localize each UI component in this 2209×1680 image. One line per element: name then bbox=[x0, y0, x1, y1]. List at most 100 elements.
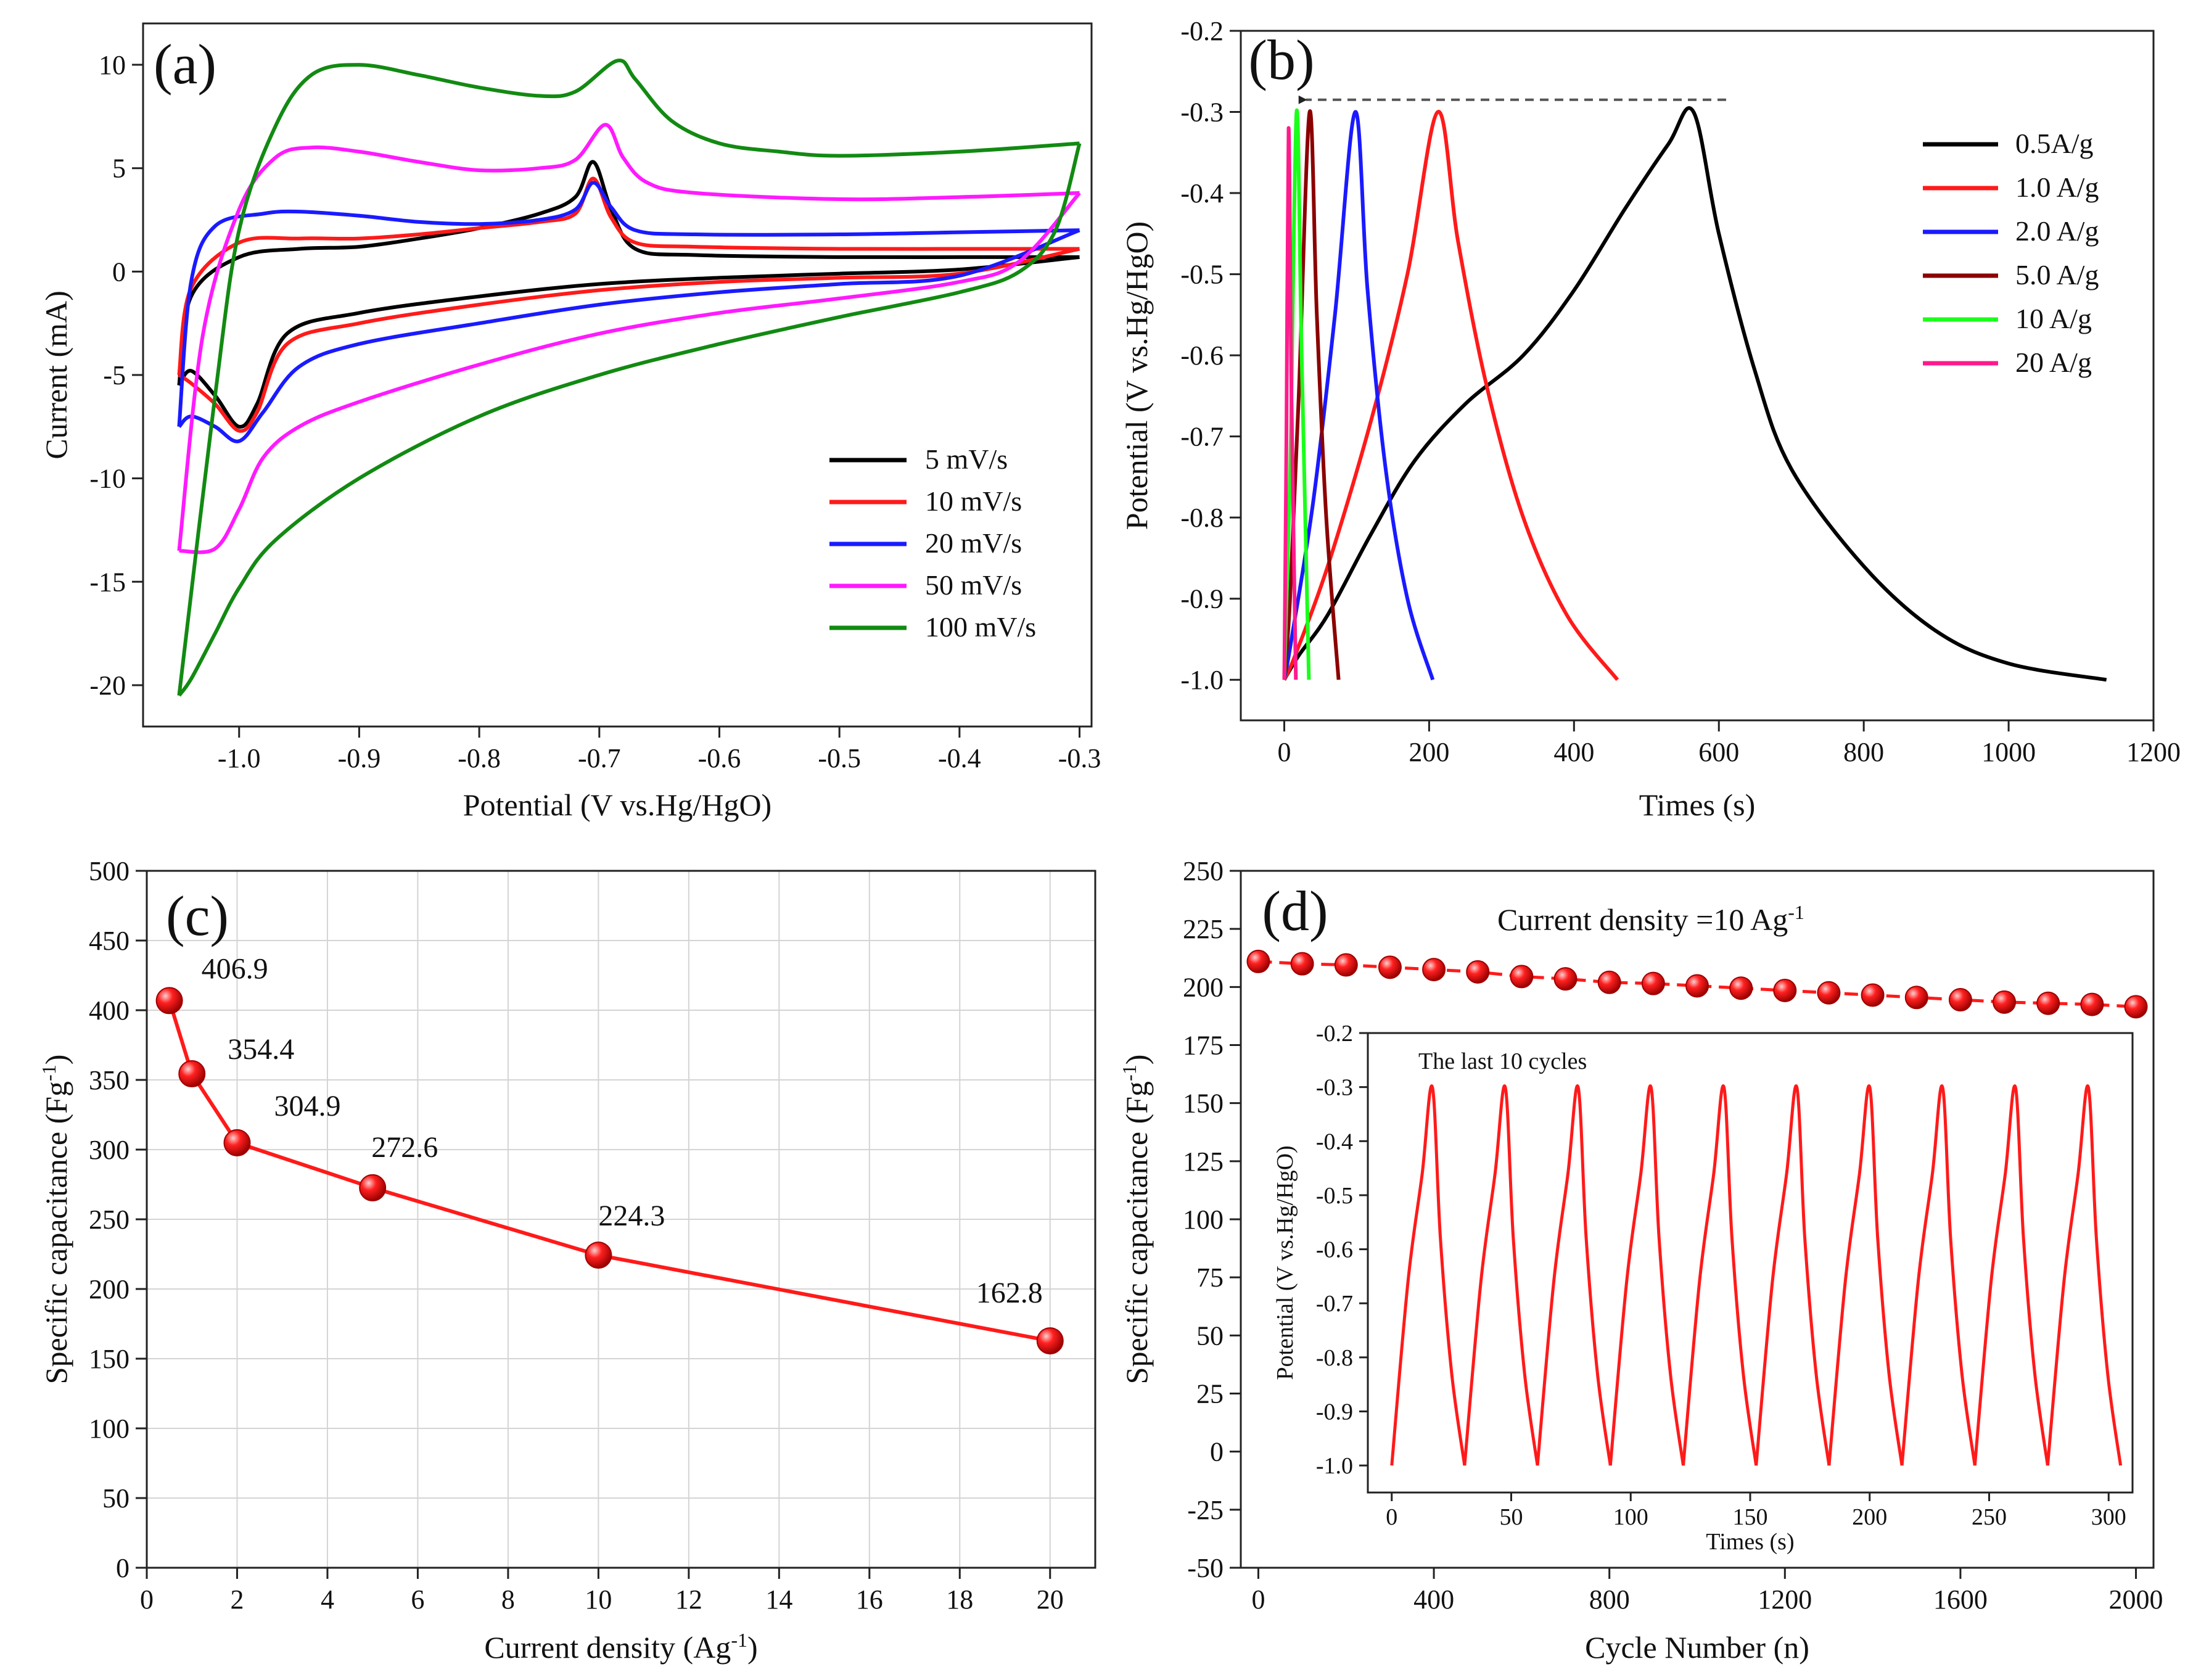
y-axis-label: Potential (V vs.Hg/HgO) bbox=[1119, 221, 1154, 530]
x-tick-label: -0.4 bbox=[938, 743, 981, 773]
inset-cycle-1 bbox=[1463, 1084, 1539, 1466]
data-point bbox=[1904, 986, 1928, 1010]
x-tick-label: -0.5 bbox=[818, 743, 861, 773]
legend-label: 20 mV/s bbox=[925, 527, 1022, 559]
inset-cycle-6 bbox=[1827, 1084, 1904, 1466]
y-tick-label: 200 bbox=[89, 1274, 130, 1304]
x-tick-label: -1.0 bbox=[218, 743, 261, 773]
x-tick-label: -0.7 bbox=[578, 743, 621, 773]
series-2-forward-scan bbox=[177, 181, 1080, 427]
data-point bbox=[1993, 990, 2017, 1014]
inset-y-tick-label: -0.4 bbox=[1316, 1129, 1353, 1155]
series-5-curve bbox=[1282, 126, 1298, 680]
x-tick-label: 6 bbox=[411, 1584, 424, 1615]
legend-label: 1.0 A/g bbox=[2015, 171, 2099, 203]
data-point bbox=[359, 1174, 387, 1201]
y-tick-label: 250 bbox=[1183, 856, 1224, 886]
x-tick-label: 20 bbox=[1037, 1584, 1064, 1615]
panel-c: 0 2 4 6 8 10 12 14 16 18 2005010015020025030035040… bbox=[38, 856, 1096, 1665]
data-label: 162.8 bbox=[976, 1277, 1043, 1309]
y-tick-label: -15 bbox=[89, 567, 126, 597]
y-tick-label: 125 bbox=[1183, 1147, 1224, 1177]
inset-title: The last 10 cycles bbox=[1418, 1048, 1587, 1074]
data-point bbox=[155, 987, 183, 1015]
y-tick-label: 0 bbox=[112, 257, 126, 287]
y-tick-label: -0.9 bbox=[1180, 584, 1224, 614]
inset-cycle-7 bbox=[1900, 1084, 1977, 1466]
data-point bbox=[1290, 952, 1314, 976]
inset-x-tick-label: 300 bbox=[2091, 1504, 2126, 1530]
x-tick-label: -0.6 bbox=[698, 743, 741, 773]
series-3-reverse-scan bbox=[179, 191, 1081, 554]
y-tick-label: 150 bbox=[89, 1344, 130, 1374]
y-tick-label: 500 bbox=[89, 856, 130, 886]
inset-cycle-4 bbox=[1682, 1084, 1758, 1466]
series-2-reverse-scan bbox=[178, 228, 1080, 443]
x-tick-label: 800 bbox=[1589, 1584, 1630, 1615]
plot-frame bbox=[1240, 30, 2155, 722]
data-point bbox=[223, 1129, 251, 1156]
y-tick-label: 150 bbox=[1183, 1089, 1224, 1119]
legend-label: 10 mV/s bbox=[925, 485, 1022, 517]
x-axis-label: Times (s) bbox=[1639, 788, 1755, 822]
inset-x-tick-label: 100 bbox=[1613, 1504, 1648, 1530]
x-tick-label: 10 bbox=[585, 1584, 612, 1615]
y-tick-label: 100 bbox=[89, 1414, 130, 1444]
y-tick-label: -50 bbox=[1187, 1553, 1224, 1583]
inset-y-tick-label: -0.3 bbox=[1316, 1075, 1353, 1101]
panel-label: (c) bbox=[166, 884, 229, 947]
data-point bbox=[1729, 976, 1753, 1000]
y-tick-label: 350 bbox=[89, 1065, 130, 1095]
data-point bbox=[1553, 967, 1578, 991]
inset-cycle-5 bbox=[1754, 1084, 1831, 1466]
x-tick-label: 400 bbox=[1553, 737, 1594, 767]
data-label: 406.9 bbox=[202, 952, 268, 985]
data-point bbox=[2080, 992, 2104, 1016]
data-point bbox=[1685, 974, 1709, 998]
x-tick-label: 2 bbox=[230, 1584, 244, 1615]
x-tick-label: 600 bbox=[1698, 737, 1739, 767]
inset-cycle-9 bbox=[2046, 1084, 2123, 1466]
inset-x-tick-label: 150 bbox=[1733, 1504, 1768, 1530]
chart-title: Current density =10 Ag-1 bbox=[1497, 901, 1804, 937]
series-0-reverse-scan bbox=[177, 255, 1080, 429]
data-point bbox=[1466, 960, 1490, 984]
inset-y-tick-label: -0.7 bbox=[1316, 1291, 1353, 1317]
y-tick-label: -0.2 bbox=[1180, 16, 1224, 46]
panel-label: (b) bbox=[1248, 28, 1314, 91]
data-point bbox=[585, 1241, 612, 1269]
x-axis-label: Cycle Number (n) bbox=[1585, 1630, 1809, 1665]
x-tick-label: 0 bbox=[1277, 737, 1291, 767]
x-tick-label: 14 bbox=[765, 1584, 792, 1615]
data-label: 224.3 bbox=[598, 1200, 665, 1232]
legend-label: 0.5A/g bbox=[2015, 128, 2094, 159]
x-tick-label: -0.9 bbox=[338, 743, 381, 773]
inset-cycle-8 bbox=[1973, 1084, 2049, 1466]
data-point bbox=[1597, 970, 1621, 994]
series-4-curve bbox=[1282, 108, 1311, 680]
y-tick-label: -25 bbox=[1187, 1495, 1224, 1525]
series-1-forward-scan bbox=[177, 176, 1080, 376]
data-point bbox=[1422, 958, 1446, 982]
data-point bbox=[1861, 983, 1885, 1007]
inset-x-tick-label: 50 bbox=[1500, 1504, 1523, 1530]
panel-d: 0 400 800 1200 1600 2000-50-25025507510012515… bbox=[1118, 856, 2163, 1665]
inset-chart: 0 50 100 150 200 250 300 -0.2 -0.3 -0.4 -0.5 -0.6 -0… bbox=[1272, 1021, 2134, 1555]
y-tick-label: 25 bbox=[1196, 1379, 1224, 1409]
y-tick-label: 400 bbox=[89, 995, 130, 1026]
series-1-curve bbox=[1282, 110, 1619, 681]
x-tick-label: 18 bbox=[946, 1584, 973, 1615]
legend-label: 50 mV/s bbox=[925, 569, 1022, 601]
inset-x-tick-label: 200 bbox=[1852, 1504, 1887, 1530]
inset-cycle-0 bbox=[1390, 1084, 1466, 1466]
y-tick-label: -10 bbox=[89, 464, 126, 494]
panel-a: -1.0 -0.9 -0.8 -0.7 -0.6 -0.5 -0.4 -0.3 10 5 0 -5 -1… bbox=[39, 22, 1101, 822]
y-tick-label: 100 bbox=[1183, 1204, 1224, 1235]
y-tick-label: 75 bbox=[1196, 1262, 1224, 1293]
series-4-reverse-scan bbox=[177, 142, 1082, 697]
inset-x-tick-label: 250 bbox=[1972, 1504, 2007, 1530]
y-tick-label: 250 bbox=[89, 1204, 130, 1235]
y-tick-label: 200 bbox=[1183, 972, 1224, 1002]
data-label: 304.9 bbox=[274, 1090, 340, 1122]
